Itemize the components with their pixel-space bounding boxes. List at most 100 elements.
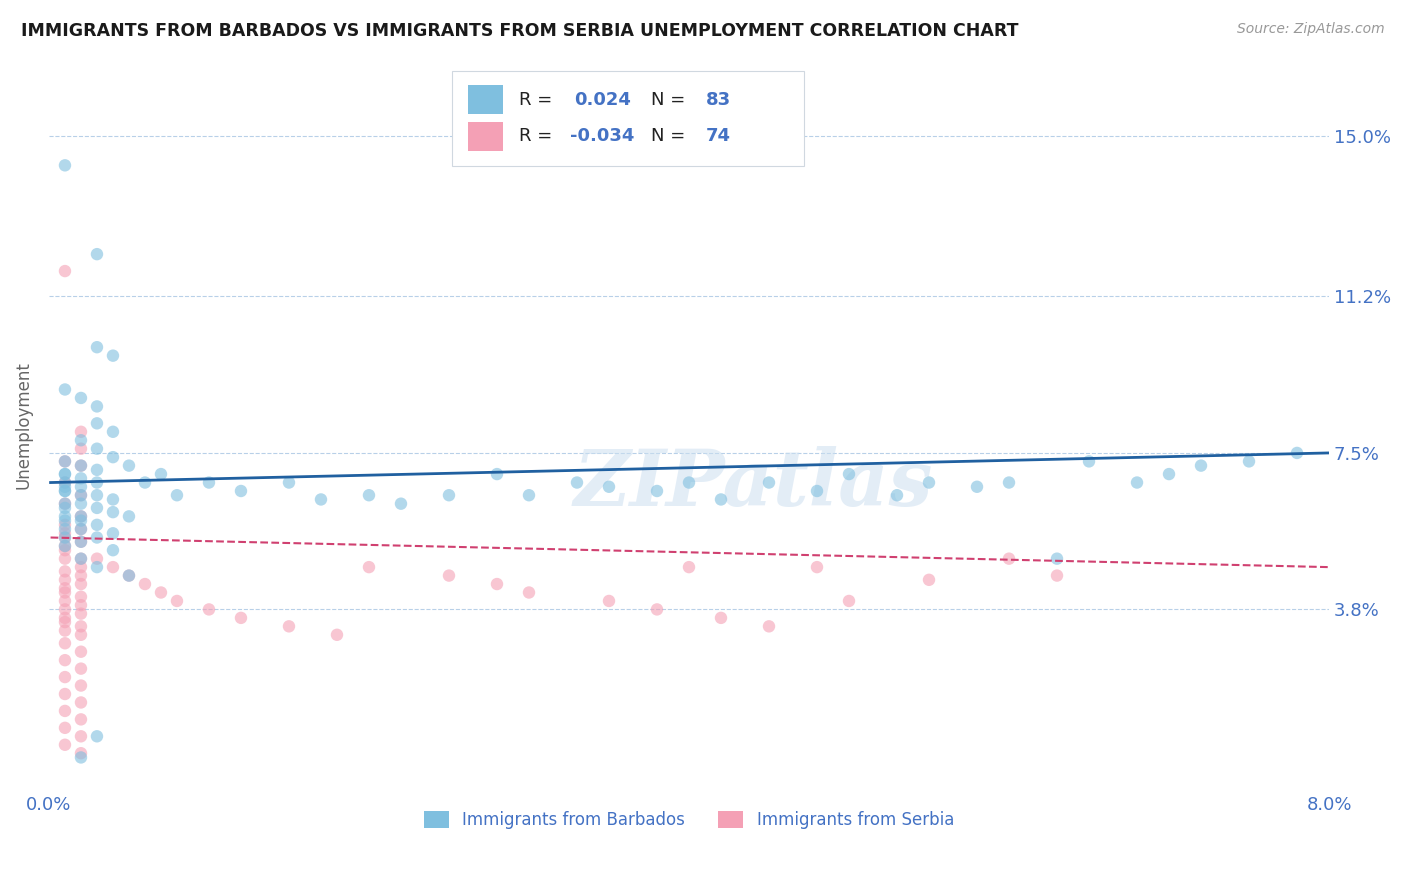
Point	[53, 517, 76, 532]
Point	[53, 483, 76, 498]
Point	[53, 480, 76, 494]
Point	[70, 590, 93, 604]
Point	[118, 509, 141, 524]
Point	[101, 492, 124, 507]
Point	[86, 500, 108, 515]
Point	[485, 577, 508, 591]
Point	[53, 531, 76, 545]
Point	[70, 645, 93, 659]
Point	[53, 581, 76, 595]
Point	[53, 573, 76, 587]
Point	[53, 687, 76, 701]
Text: 83: 83	[706, 91, 731, 109]
Point	[86, 729, 108, 743]
Point	[229, 483, 252, 498]
Point	[1189, 458, 1212, 473]
Text: IMMIGRANTS FROM BARBADOS VS IMMIGRANTS FROM SERBIA UNEMPLOYMENT CORRELATION CHAR: IMMIGRANTS FROM BARBADOS VS IMMIGRANTS F…	[21, 22, 1018, 40]
Text: -0.034: -0.034	[569, 128, 634, 145]
Point	[229, 611, 252, 625]
Point	[53, 539, 76, 553]
Point	[517, 585, 540, 599]
Point	[53, 475, 76, 490]
Point	[437, 568, 460, 582]
Point	[53, 565, 76, 579]
Point	[309, 492, 332, 507]
Point	[53, 531, 76, 545]
Point	[198, 475, 221, 490]
Point	[838, 594, 860, 608]
Text: 0.024: 0.024	[574, 91, 631, 109]
Point	[134, 475, 156, 490]
Point	[53, 383, 76, 397]
Point	[53, 526, 76, 541]
Point	[101, 349, 124, 363]
Point	[166, 594, 188, 608]
Point	[437, 488, 460, 502]
Point	[53, 509, 76, 524]
Point	[53, 497, 76, 511]
Point	[678, 475, 700, 490]
Point	[53, 653, 76, 667]
Point	[70, 551, 93, 566]
Point	[1157, 467, 1180, 481]
Point	[53, 539, 76, 553]
Point	[1126, 475, 1149, 490]
Point	[53, 467, 76, 481]
Point	[70, 471, 93, 485]
Point	[70, 488, 93, 502]
Point	[598, 594, 620, 608]
Point	[53, 475, 76, 490]
Point	[70, 514, 93, 528]
Point	[70, 607, 93, 621]
Point	[710, 492, 733, 507]
Point	[86, 475, 108, 490]
Point	[998, 551, 1021, 566]
Point	[70, 442, 93, 456]
Legend: Immigrants from Barbados, Immigrants from Serbia: Immigrants from Barbados, Immigrants fro…	[418, 804, 960, 836]
Point	[53, 454, 76, 468]
Point	[758, 475, 780, 490]
Text: N =: N =	[651, 91, 690, 109]
Point	[70, 551, 93, 566]
Point	[966, 480, 988, 494]
Point	[86, 517, 108, 532]
Point	[53, 467, 76, 481]
Point	[998, 475, 1021, 490]
Point	[278, 619, 301, 633]
Point	[70, 458, 93, 473]
Point	[53, 624, 76, 638]
Point	[70, 534, 93, 549]
Point	[598, 480, 620, 494]
Point	[53, 264, 76, 278]
Point	[70, 577, 93, 591]
Point	[101, 560, 124, 574]
Point	[53, 543, 76, 558]
Point	[53, 500, 76, 515]
Point	[357, 488, 380, 502]
Point	[70, 746, 93, 760]
Point	[517, 488, 540, 502]
Point	[86, 400, 108, 414]
Point	[70, 568, 93, 582]
Point	[70, 598, 93, 612]
Point	[1078, 454, 1101, 468]
Point	[1046, 568, 1069, 582]
Point	[149, 467, 172, 481]
Point	[70, 729, 93, 743]
Point	[53, 551, 76, 566]
Point	[1237, 454, 1260, 468]
Point	[70, 522, 93, 536]
Point	[70, 425, 93, 439]
Text: ZIPatlas: ZIPatlas	[574, 446, 932, 522]
Point	[53, 483, 76, 498]
Point	[53, 704, 76, 718]
Point	[198, 602, 221, 616]
Point	[70, 434, 93, 448]
Point	[886, 488, 908, 502]
Point	[565, 475, 588, 490]
Point	[86, 463, 108, 477]
Point	[53, 636, 76, 650]
Point	[53, 615, 76, 629]
Point	[53, 585, 76, 599]
Text: N =: N =	[651, 128, 690, 145]
